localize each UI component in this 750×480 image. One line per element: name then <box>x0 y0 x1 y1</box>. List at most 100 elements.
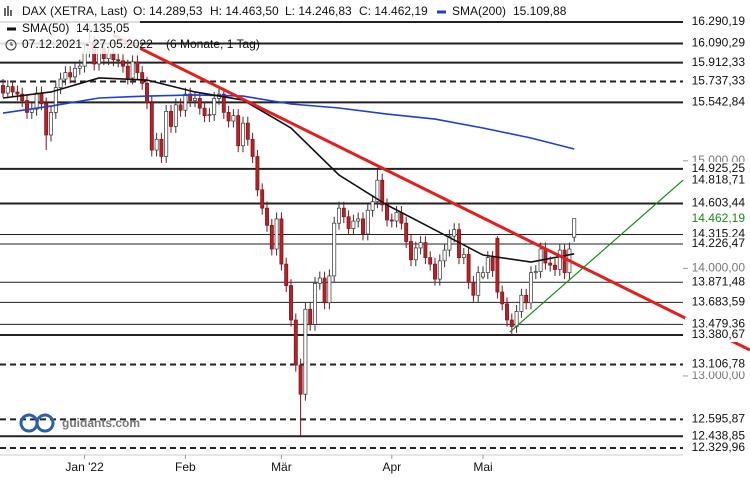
level-label-bg <box>685 15 749 30</box>
level-label-bg <box>685 173 749 188</box>
candle-body <box>49 112 53 136</box>
x-tick-label: Mai <box>473 460 492 474</box>
candle-body <box>260 189 265 209</box>
candle-body <box>346 216 351 229</box>
candle-body <box>389 219 394 222</box>
legend-bg <box>0 2 572 20</box>
low: L: 14.246,83 <box>285 4 352 18</box>
levels <box>0 21 688 459</box>
candle-body <box>255 156 260 191</box>
x-tick-label: Jan '22 <box>65 460 104 474</box>
candle-body <box>20 93 25 101</box>
candle-body <box>15 91 20 95</box>
x-tick-label: Apr <box>382 460 401 474</box>
level-label-bg <box>685 317 749 332</box>
open: O: 14.289,53 <box>133 4 203 18</box>
watermark: guidants.com <box>19 413 140 433</box>
clock-hand <box>10 42 13 46</box>
candle-body <box>361 218 365 235</box>
level-label-bg <box>685 412 749 427</box>
candle-body <box>231 115 236 122</box>
candle-body <box>409 241 413 261</box>
candle-body <box>399 212 404 224</box>
candle-body <box>202 107 207 116</box>
candle-body <box>73 67 77 78</box>
level-label: 13.479,36 <box>692 317 746 331</box>
level-label: 12.595,87 <box>692 412 746 426</box>
candle-body <box>461 254 466 258</box>
candle-body <box>188 93 193 101</box>
sma-line <box>2 77 575 263</box>
candle-body <box>159 138 164 157</box>
candle-body <box>433 263 437 280</box>
candle-body <box>562 249 567 274</box>
y-tick-label: 13.000,00 <box>692 368 746 382</box>
level-label: 15.912,33 <box>692 55 746 69</box>
level-label-bg <box>685 55 749 70</box>
candle-body <box>413 247 418 261</box>
candle-body <box>327 275 332 304</box>
candle-body <box>337 207 341 224</box>
candle-body <box>164 110 169 157</box>
candle-body <box>116 59 121 62</box>
clock-icon <box>5 39 17 51</box>
candle-body <box>519 294 524 312</box>
candle-body <box>289 285 293 321</box>
candle-body <box>313 283 317 325</box>
candle-body <box>529 272 533 304</box>
candle-body <box>241 122 245 147</box>
candle-body <box>447 235 452 251</box>
candle-body <box>149 102 154 151</box>
candle-body <box>423 242 428 258</box>
candle-body <box>375 179 380 203</box>
level-label: 14.226,47 <box>692 236 746 250</box>
close: C: 14.462,19 <box>359 4 428 18</box>
candle-body <box>68 72 73 78</box>
candle-body <box>293 319 298 366</box>
candle-body <box>452 229 457 237</box>
candle-body <box>53 87 58 113</box>
axis-labels: 15.000,0014.000,0013.000,0016.290,1916.0… <box>65 14 749 474</box>
level-label-bg <box>685 357 749 372</box>
candle-body <box>236 115 241 147</box>
level-label-bg <box>685 429 749 444</box>
candle-body <box>58 78 63 89</box>
candle-body <box>505 303 509 321</box>
candle-body <box>394 212 399 222</box>
level-label: 14.603,44 <box>692 196 746 210</box>
date-range: 07.12.2021 - 27.05.2022 <box>22 37 153 51</box>
level-label-bg <box>685 237 749 252</box>
candle-body <box>154 138 159 151</box>
level-label: 13.380,67 <box>692 327 746 341</box>
candle-body <box>509 319 514 327</box>
candle-body <box>332 222 337 277</box>
candle-body <box>226 112 231 122</box>
candle-body <box>442 249 447 262</box>
legend-name: SMA(50) <box>22 21 69 35</box>
candle-body <box>25 100 29 113</box>
level-label: 13.683,59 <box>692 295 746 309</box>
candle-body <box>135 61 140 73</box>
candle-body <box>370 201 375 211</box>
candle-body <box>44 103 49 136</box>
candle-body <box>553 264 557 270</box>
candle-body <box>514 311 519 327</box>
level-label-bg <box>685 275 749 290</box>
legend-value: 15.109,88 <box>513 4 567 18</box>
candle-body <box>111 52 116 61</box>
high: H: 14.463,50 <box>210 4 279 18</box>
candle-body <box>145 83 149 104</box>
level-label-bg <box>685 95 749 110</box>
level-label: 12.438,85 <box>692 428 746 442</box>
level-label: 16.090,29 <box>692 36 746 50</box>
candle-body <box>140 72 145 84</box>
candle-body <box>221 93 226 113</box>
trendline <box>509 179 684 333</box>
level-label-bg <box>685 196 749 211</box>
candle-body <box>404 222 409 242</box>
period: (6 Monate, 1 Tag) <box>166 37 260 51</box>
candle-body <box>385 204 389 221</box>
candle-body <box>169 110 173 127</box>
candle-body <box>308 308 313 325</box>
